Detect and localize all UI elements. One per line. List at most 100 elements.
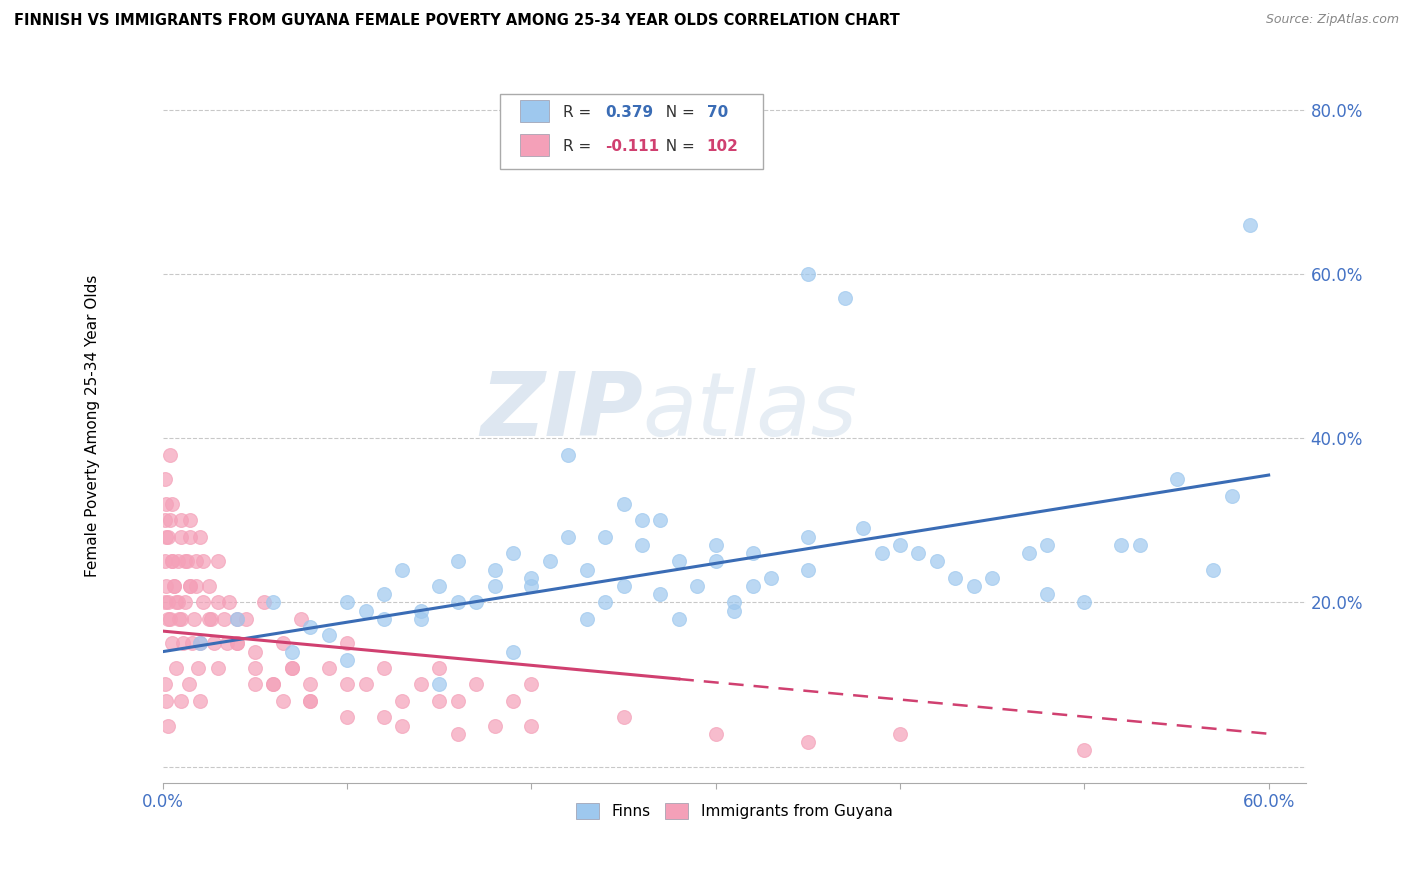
Point	[202, 636, 225, 650]
Point	[1018, 546, 1040, 560]
Text: -0.111: -0.111	[605, 138, 659, 153]
Point	[391, 694, 413, 708]
Point	[155, 579, 177, 593]
Point	[593, 595, 616, 609]
Point	[650, 587, 672, 601]
Point	[557, 448, 579, 462]
Point	[704, 727, 727, 741]
Point	[484, 562, 506, 576]
Point	[1239, 218, 1261, 232]
Point	[593, 530, 616, 544]
Point	[225, 612, 247, 626]
Point	[170, 513, 193, 527]
Point	[447, 595, 470, 609]
Point	[704, 554, 727, 568]
Point	[262, 677, 284, 691]
Point	[889, 538, 911, 552]
Text: FINNISH VS IMMIGRANTS FROM GUYANA FEMALE POVERTY AMONG 25-34 YEAR OLDS CORRELATI: FINNISH VS IMMIGRANTS FROM GUYANA FEMALE…	[14, 13, 900, 29]
Point	[852, 521, 875, 535]
Point	[1036, 538, 1059, 552]
Point	[427, 694, 450, 708]
Point	[834, 292, 856, 306]
Point	[409, 603, 432, 617]
Point	[520, 579, 543, 593]
Point	[465, 595, 488, 609]
Point	[218, 595, 240, 609]
Point	[155, 694, 177, 708]
Point	[155, 530, 177, 544]
Point	[153, 513, 176, 527]
Point	[155, 497, 177, 511]
Point	[243, 645, 266, 659]
Point	[299, 620, 322, 634]
Point	[198, 612, 221, 626]
Point	[207, 595, 229, 609]
Point	[184, 579, 207, 593]
Point	[176, 554, 198, 568]
Point	[299, 694, 322, 708]
Point	[373, 612, 395, 626]
Point	[170, 530, 193, 544]
Point	[668, 612, 690, 626]
Point	[179, 579, 201, 593]
Point	[163, 579, 186, 593]
Point	[1220, 489, 1243, 503]
Point	[963, 579, 986, 593]
Point	[484, 718, 506, 732]
Point	[336, 636, 359, 650]
Point	[170, 612, 193, 626]
Y-axis label: Female Poverty Among 25-34 Year Olds: Female Poverty Among 25-34 Year Olds	[86, 275, 100, 577]
Point	[1036, 587, 1059, 601]
Point	[741, 546, 763, 560]
Point	[153, 595, 176, 609]
Point	[981, 571, 1004, 585]
Point	[631, 538, 654, 552]
Point	[797, 735, 820, 749]
Point	[465, 677, 488, 691]
Point	[613, 710, 636, 724]
Point	[207, 554, 229, 568]
Point	[165, 661, 187, 675]
Point	[336, 595, 359, 609]
Point	[336, 677, 359, 691]
Point	[157, 612, 180, 626]
Point	[447, 727, 470, 741]
Point	[271, 636, 294, 650]
Point	[193, 595, 215, 609]
Point	[262, 677, 284, 691]
Point	[169, 612, 191, 626]
Point	[538, 554, 561, 568]
Point	[159, 612, 181, 626]
Text: N =: N =	[657, 104, 700, 120]
Text: 70: 70	[707, 104, 728, 120]
Legend: Finns, Immigrants from Guyana: Finns, Immigrants from Guyana	[569, 797, 898, 825]
Point	[1109, 538, 1132, 552]
Point	[427, 677, 450, 691]
Point	[188, 636, 211, 650]
Point	[166, 595, 188, 609]
Point	[225, 612, 247, 626]
Point	[253, 595, 276, 609]
Point	[1166, 472, 1188, 486]
Point	[160, 636, 183, 650]
Point	[870, 546, 893, 560]
Point	[354, 677, 377, 691]
Point	[157, 530, 180, 544]
Point	[187, 661, 209, 675]
Point	[520, 718, 543, 732]
Point	[281, 645, 304, 659]
Point	[668, 554, 690, 568]
Point	[1129, 538, 1152, 552]
Point	[157, 718, 180, 732]
Point	[299, 677, 322, 691]
Point	[741, 579, 763, 593]
Point	[188, 530, 211, 544]
Point	[198, 579, 221, 593]
Point	[723, 603, 745, 617]
Text: R =: R =	[562, 104, 596, 120]
Point	[281, 661, 304, 675]
Point	[184, 554, 207, 568]
Point	[427, 579, 450, 593]
Point	[575, 562, 598, 576]
Point	[520, 571, 543, 585]
